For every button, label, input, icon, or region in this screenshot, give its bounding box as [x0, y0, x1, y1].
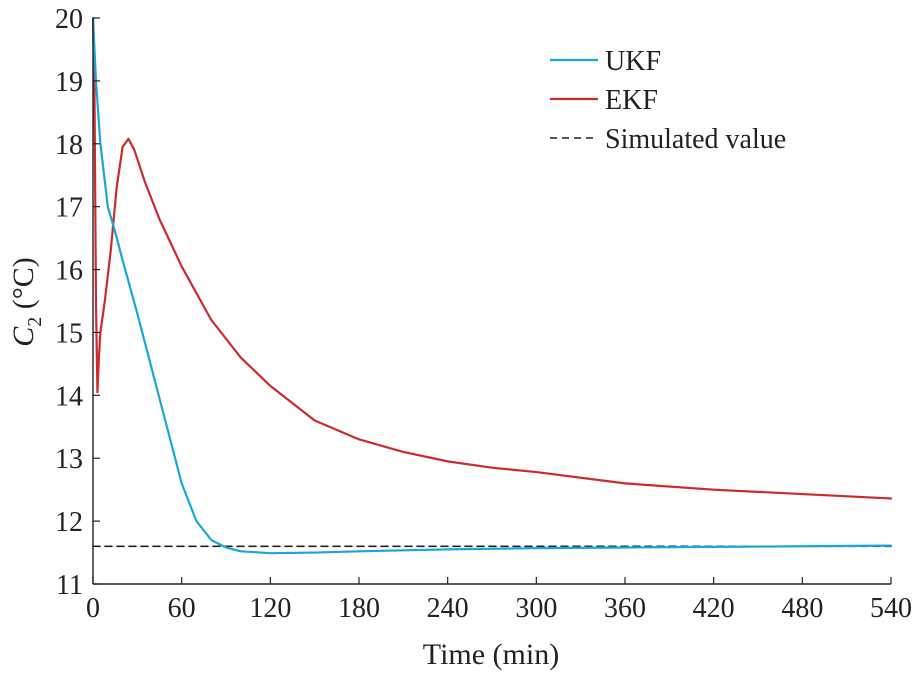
plot-area: [91, 16, 893, 555]
y-axis-ticks: 11 12 13 14 15 16 17 18 19 20: [55, 4, 100, 601]
legend-label-simulated-value: Simulated value: [605, 124, 786, 155]
series-line-ekf: [91, 16, 893, 500]
y-tick-label: 13: [55, 444, 83, 475]
y-tick-label: 11: [56, 570, 83, 601]
x-tick-label: 60: [168, 593, 196, 624]
x-tick-label: 120: [249, 593, 291, 624]
x-axis-ticks: 0 60 120 180 240 300 360 420 480 540: [86, 577, 912, 624]
y-axis-title: C2 (°C): [7, 257, 46, 347]
x-axis-title: Time (min): [423, 638, 559, 671]
y-axis-title-main: C: [7, 326, 40, 347]
y-tick-label: 16: [55, 256, 83, 287]
y-tick-label: 12: [55, 507, 83, 538]
x-tick-label: 240: [427, 593, 469, 624]
y-tick-label: 14: [55, 381, 83, 412]
y-tick-label: 15: [55, 318, 83, 349]
series-line-ukf: [91, 16, 893, 555]
x-tick-label: 420: [693, 593, 735, 624]
x-tick-label: 180: [338, 593, 380, 624]
y-tick-label: 19: [55, 67, 83, 98]
x-tick-label: 540: [870, 593, 912, 624]
y-tick-label: 20: [55, 4, 83, 35]
legend: UKF EKF Simulated value: [550, 46, 786, 155]
legend-label-ekf: EKF: [605, 85, 658, 116]
legend-label-ukf: UKF: [605, 46, 661, 77]
x-tick-label: 0: [86, 593, 100, 624]
x-tick-label: 480: [781, 593, 823, 624]
x-tick-label: 300: [515, 593, 557, 624]
y-tick-label: 17: [55, 193, 83, 224]
y-tick-label: 18: [55, 130, 83, 161]
y-axis-title-subscript: 2: [24, 317, 46, 327]
axes: [92, 18, 891, 585]
y-axis-title-unit: (°C): [7, 257, 40, 317]
x-tick-label: 360: [604, 593, 646, 624]
